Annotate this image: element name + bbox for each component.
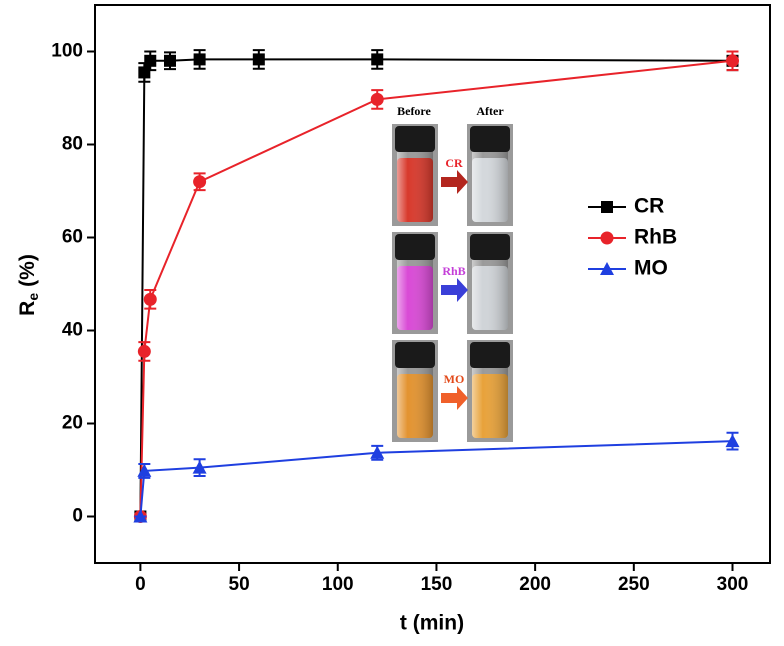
vial-glass — [472, 256, 508, 330]
x-tick-label: 0 — [135, 574, 146, 595]
vial-glass — [397, 256, 433, 330]
legend-label: RhB — [634, 226, 677, 249]
x-tick-label: 50 — [229, 574, 250, 595]
marker — [370, 445, 385, 459]
vial-glass — [397, 364, 433, 438]
legend-marker — [600, 231, 614, 245]
vial-cap — [470, 126, 510, 152]
marker — [137, 463, 152, 477]
y-title-unit: (%) — [16, 254, 39, 287]
x-tick-label: 200 — [519, 574, 551, 595]
vial-cap — [470, 234, 510, 260]
marker — [370, 92, 384, 106]
y-title-main: R — [16, 301, 39, 316]
series-line — [139, 59, 733, 517]
y-tick-label: 80 — [62, 134, 83, 155]
y-tick-label: 20 — [62, 413, 83, 434]
y-title-sub: e — [25, 293, 41, 301]
inset-arrow — [441, 170, 468, 194]
marker — [164, 54, 176, 67]
x-tick-label: 100 — [322, 574, 354, 595]
vial-cap — [395, 342, 435, 368]
inset-photo: Before After CR RhB MO — [390, 100, 515, 445]
y-tick-label: 100 — [51, 41, 83, 62]
vial-cap — [395, 126, 435, 152]
marker — [193, 175, 207, 189]
y-tick-label: 0 — [72, 506, 83, 527]
marker — [133, 509, 148, 523]
legend-marker — [600, 262, 614, 275]
y-axis-title: Re (%) — [16, 254, 41, 316]
vial-glass — [397, 148, 433, 222]
y-tick-label: 40 — [62, 320, 83, 341]
marker — [252, 53, 265, 66]
vial-glass — [472, 364, 508, 438]
inset-label: MO — [444, 372, 465, 386]
vial-glass — [472, 148, 508, 222]
legend-label: CR — [634, 195, 664, 218]
legend-label: MO — [634, 257, 668, 280]
inset-before: Before — [397, 104, 431, 118]
marker — [725, 434, 740, 448]
marker — [137, 344, 151, 358]
y-tick-label: 60 — [62, 227, 83, 248]
inset-arrow — [441, 386, 468, 410]
vial-cap — [470, 342, 510, 368]
marker — [144, 54, 157, 67]
marker — [371, 53, 384, 66]
inset-after: After — [476, 104, 504, 118]
series-line — [139, 440, 733, 517]
vial-cap — [395, 234, 435, 260]
x-tick-label: 250 — [618, 574, 650, 595]
x-axis-title: t (min) — [400, 612, 464, 635]
inset-label: CR — [445, 156, 463, 170]
marker — [143, 292, 157, 306]
x-tick-label: 150 — [421, 574, 453, 595]
legend-marker — [601, 201, 613, 213]
marker — [192, 460, 207, 474]
inset-arrow — [441, 278, 468, 302]
x-tick-label: 300 — [717, 574, 749, 595]
plot-frame — [94, 4, 771, 564]
marker — [726, 54, 739, 68]
marker — [193, 53, 206, 66]
marker — [138, 66, 151, 79]
inset-label: RhB — [442, 264, 465, 278]
